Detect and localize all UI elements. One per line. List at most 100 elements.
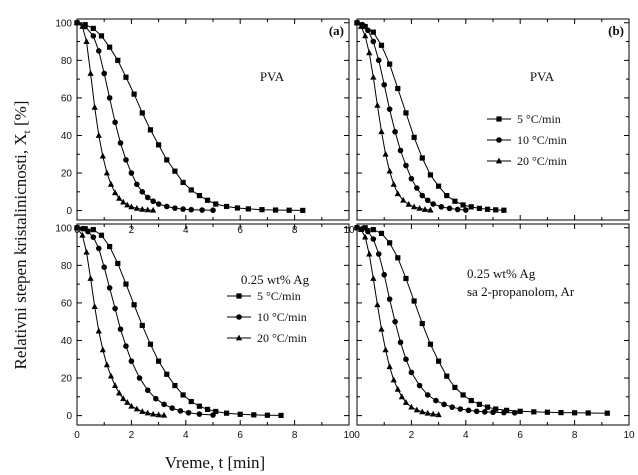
data-point [101,71,107,77]
data-point [403,110,408,115]
series-line [77,23,153,210]
data-point [112,120,118,126]
data-point [387,61,392,66]
data-point [91,234,97,240]
data-point [178,408,184,414]
y-tick-label: 0 [66,206,72,217]
panel-letter: (a) [329,23,344,38]
legend-label: 20 °C/min [517,154,567,168]
data-point [115,58,120,63]
data-point [378,128,384,134]
data-point [246,206,251,211]
data-point [210,207,216,213]
data-point [381,272,387,278]
data-point [132,302,137,307]
data-point [134,182,140,188]
y-tick-label: 20 [61,374,73,385]
x-tick-label: 6 [517,430,523,441]
data-point [371,30,376,35]
data-point [91,33,97,39]
data-point [374,102,380,108]
y-tick-label: 100 [55,18,72,29]
data-point [85,229,91,235]
data-point [398,340,404,346]
data-point [148,342,153,347]
data-point [123,343,129,349]
data-point [129,358,135,364]
data-point [493,207,498,212]
data-point [108,373,114,379]
data-point [391,181,397,187]
data-point [123,282,128,287]
data-point [444,374,449,379]
x-tick-label: 8 [572,430,578,441]
data-point [398,148,404,154]
data-point [210,412,216,418]
data-point [449,404,455,410]
y-tick-label: 20 [61,169,73,180]
data-point [164,372,169,377]
legend: 5 °C/min10 °C/min20 °C/min [227,289,307,345]
data-point [99,233,104,238]
data-point [107,95,113,101]
data-point [101,264,107,270]
data-point [444,193,449,198]
data-point [376,251,382,257]
series-triangle [354,19,434,212]
data-point [374,301,380,307]
data-point [148,127,153,132]
data-point [455,207,461,213]
data-point [169,405,175,411]
data-point [287,208,292,213]
data-point [387,106,393,112]
data-point [382,346,388,352]
data-point [586,410,591,415]
data-point [412,135,417,140]
data-point [466,408,472,414]
y-tick-label: 80 [61,261,73,272]
data-point [112,189,118,195]
data-point [490,409,496,415]
data-point [224,204,229,209]
data-point [107,45,112,50]
data-point [387,363,393,369]
series-line [77,228,281,416]
data-point [420,321,425,326]
series-circle [74,20,216,213]
data-point [458,406,464,412]
legend-label: 5 °C/min [257,289,301,303]
data-point [139,189,145,195]
panel-annotation: sa 2-propanolom, Ar [467,284,575,299]
data-point [278,413,283,418]
data-point [180,206,186,212]
y-tick-label: 0 [66,411,72,422]
data-point [414,185,420,191]
data-point [531,409,536,414]
data-point [501,410,507,416]
data-point [430,201,436,207]
data-point [433,398,439,404]
data-point [251,412,256,417]
data-point [381,82,387,88]
series-triangle [74,224,167,417]
panel-b: (b)PVA5 °C/min10 °C/min20 °C/min [354,19,629,220]
data-point [129,170,135,176]
data-point [387,296,393,302]
data-point [436,184,441,189]
data-point [116,390,122,396]
series-square [354,20,506,213]
data-point [460,392,465,397]
data-point [371,39,377,45]
data-point [452,199,457,204]
data-point [265,413,270,418]
data-point [441,402,447,408]
data-point [460,202,465,207]
data-point [92,303,98,309]
data-point [189,187,194,192]
data-point [186,410,192,416]
data-point [403,356,409,362]
x-tick-label: 2 [409,430,415,441]
data-point [88,275,94,281]
data-point [392,129,398,135]
data-point [273,207,278,212]
